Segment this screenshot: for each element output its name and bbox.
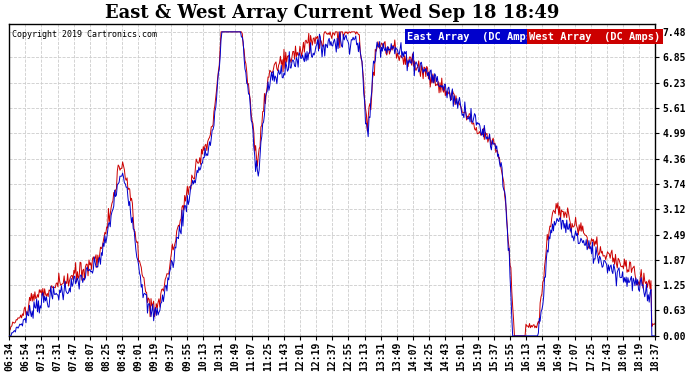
Text: West Array  (DC Amps): West Array (DC Amps) bbox=[529, 32, 660, 42]
Text: East Array  (DC Amps): East Array (DC Amps) bbox=[406, 32, 538, 42]
Title: East & West Array Current Wed Sep 18 18:49: East & West Array Current Wed Sep 18 18:… bbox=[105, 4, 560, 22]
Text: Copyright 2019 Cartronics.com: Copyright 2019 Cartronics.com bbox=[12, 30, 157, 39]
